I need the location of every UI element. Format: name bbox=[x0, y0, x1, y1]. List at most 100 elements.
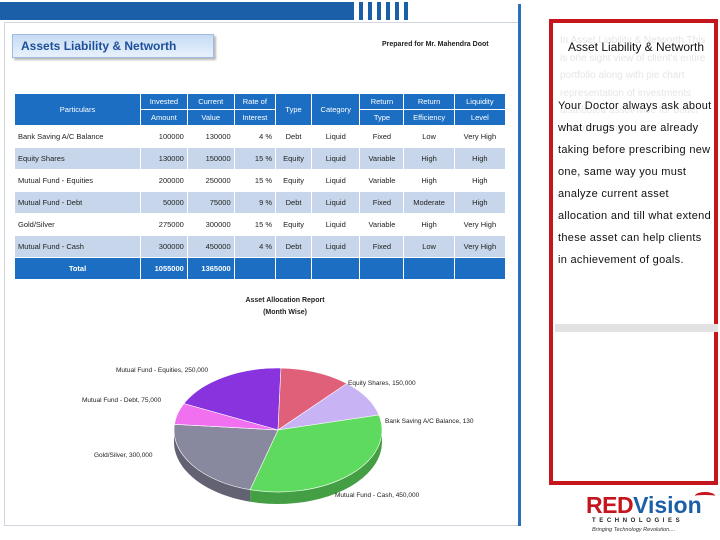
cell-current: 250000 bbox=[186, 169, 235, 192]
total-invested: 1055000 bbox=[140, 257, 188, 280]
cell-current: 450000 bbox=[186, 235, 235, 258]
cell-type: Equity bbox=[275, 169, 313, 192]
report-title: Assets Liability & Networth bbox=[21, 39, 177, 53]
pie-label: Equity Shares, 150,000 bbox=[348, 380, 416, 387]
total-label: Total bbox=[14, 257, 141, 280]
pie-label: Bank Saving A/C Balance, 130 bbox=[385, 418, 474, 425]
logo-red-text: RED bbox=[586, 492, 634, 518]
table-row: Mutual Fund - Debt 50000 75000 9 % Debt … bbox=[14, 191, 507, 214]
cell-return-type: Variable bbox=[359, 147, 405, 170]
cell-liquidity: Very High bbox=[453, 125, 507, 148]
cell-type: Equity bbox=[275, 147, 313, 170]
pie-slice-side bbox=[250, 431, 382, 504]
side-panel-body: Your Doctor always ask about what drugs … bbox=[558, 100, 712, 266]
cell-particulars: Mutual Fund - Debt bbox=[14, 191, 141, 214]
cell-category: Liquid bbox=[311, 169, 361, 192]
divider-line bbox=[518, 4, 521, 526]
pie-slice bbox=[174, 403, 279, 431]
cell-invested: 275000 bbox=[140, 213, 188, 236]
table-row: Mutual Fund - Cash 300000 450000 4 % Deb… bbox=[14, 235, 507, 258]
cell-return-type: Variable bbox=[359, 169, 405, 192]
cell-type: Equity bbox=[275, 213, 313, 236]
cell-liquidity: Very High bbox=[453, 213, 507, 236]
table-row: Mutual Fund - Equities 200000 250000 15 … bbox=[14, 169, 507, 192]
cell-type: Debt bbox=[275, 125, 313, 148]
cell-rate: 15 % bbox=[233, 213, 277, 236]
redvision-logo: REDVision TECHNOLOGIES Bringing Technolo… bbox=[586, 492, 718, 538]
pie-slice bbox=[183, 367, 282, 431]
cell-type: Debt bbox=[275, 235, 313, 258]
cell-liquidity: High bbox=[453, 169, 507, 192]
table-row: Gold/Silver 275000 300000 15 % Equity Li… bbox=[14, 213, 507, 236]
pie-slice-side bbox=[174, 431, 251, 502]
pie-slice bbox=[173, 423, 279, 491]
table-row: Bank Saving A/C Balance 100000 130000 4 … bbox=[14, 125, 507, 148]
report-title-box: Assets Liability & Networth bbox=[12, 34, 214, 58]
col-liquidity: Liquidity bbox=[453, 93, 507, 110]
cell-current: 130000 bbox=[186, 125, 235, 148]
cell-return-type: Fixed bbox=[359, 191, 405, 214]
logo-vision-text: Vision bbox=[633, 492, 702, 518]
cell-category: Liquid bbox=[311, 147, 361, 170]
col-rate-sub: Interest bbox=[233, 109, 277, 126]
pie-label: Gold/Silver, 300,000 bbox=[94, 452, 153, 459]
col-particulars: Particulars bbox=[14, 93, 141, 126]
logo-tech-text: TECHNOLOGIES bbox=[592, 518, 684, 524]
cell-particulars: Equity Shares bbox=[14, 147, 141, 170]
table-row: Equity Shares 130000 150000 15 % Equity … bbox=[14, 147, 507, 170]
cell-liquidity: Very High bbox=[453, 235, 507, 258]
cell-category: Liquid bbox=[311, 125, 361, 148]
cell-invested: 300000 bbox=[140, 235, 188, 258]
col-return-eff: Return bbox=[403, 93, 455, 110]
side-panel-shadow bbox=[555, 324, 718, 332]
side-panel-title: Asset Liability & Networth bbox=[567, 40, 705, 54]
pie-label: Mutual Fund - Debt, 75,000 bbox=[82, 397, 162, 404]
header-stripes bbox=[0, 2, 410, 20]
side-panel bbox=[549, 19, 718, 485]
cell-rate: 4 % bbox=[233, 125, 277, 148]
pie-label: Mutual Fund - Equities, 250,000 bbox=[116, 367, 209, 374]
cell-rate: 15 % bbox=[233, 169, 277, 192]
cell-return-eff: Moderate bbox=[403, 191, 455, 214]
cell-return-eff: Low bbox=[403, 125, 455, 148]
col-return-eff-sub: Efficiency bbox=[403, 109, 455, 126]
logo-tagline: Bringing Technology Revolution.... bbox=[592, 527, 676, 533]
cell-liquidity: High bbox=[453, 191, 507, 214]
cell-current: 300000 bbox=[186, 213, 235, 236]
cell-return-eff: High bbox=[403, 169, 455, 192]
cell-return-eff: High bbox=[403, 147, 455, 170]
pie-slice bbox=[249, 414, 383, 493]
cell-invested: 200000 bbox=[140, 169, 188, 192]
total-row: Total 1055000 1365000 bbox=[14, 257, 507, 280]
prepared-for-label: Prepared for Mr. Mahendra Doot bbox=[382, 41, 489, 48]
cell-return-type: Fixed bbox=[359, 235, 405, 258]
chart-title: Asset Allocation Report (Month Wise) bbox=[210, 295, 360, 319]
pie-chart: Mutual Fund - Equities, 250,000 Equity Sh… bbox=[82, 367, 474, 504]
pie-slice bbox=[277, 367, 348, 431]
cell-rate: 4 % bbox=[233, 235, 277, 258]
chart-subtitle-line: (Month Wise) bbox=[263, 309, 307, 316]
col-current: Current bbox=[186, 93, 235, 110]
total-current: 1365000 bbox=[186, 257, 235, 280]
cell-rate: 9 % bbox=[233, 191, 277, 214]
cell-current: 75000 bbox=[186, 191, 235, 214]
cell-category: Liquid bbox=[311, 213, 361, 236]
cell-particulars: Mutual Fund - Equities bbox=[14, 169, 141, 192]
col-category: Category bbox=[311, 93, 361, 126]
cell-invested: 50000 bbox=[140, 191, 188, 214]
cell-return-eff: High bbox=[403, 213, 455, 236]
col-rate: Rate of bbox=[233, 93, 277, 110]
logo-arc-icon bbox=[695, 492, 715, 500]
col-liquidity-sub: Level bbox=[453, 109, 507, 126]
col-current-sub: Value bbox=[186, 109, 235, 126]
col-return-type: Return bbox=[359, 93, 405, 110]
cell-category: Liquid bbox=[311, 235, 361, 258]
pie-label: Mutual Fund - Cash, 450,000 bbox=[335, 492, 420, 499]
chart-title-line: Asset Allocation Report bbox=[245, 297, 325, 304]
cell-particulars: Mutual Fund - Cash bbox=[14, 235, 141, 258]
cell-particulars: Bank Saving A/C Balance bbox=[14, 125, 141, 148]
col-type: Type bbox=[275, 93, 313, 126]
asset-table: Particulars Invested Current Rate of Typ… bbox=[14, 93, 507, 280]
col-invested-sub: Amount bbox=[140, 109, 188, 126]
